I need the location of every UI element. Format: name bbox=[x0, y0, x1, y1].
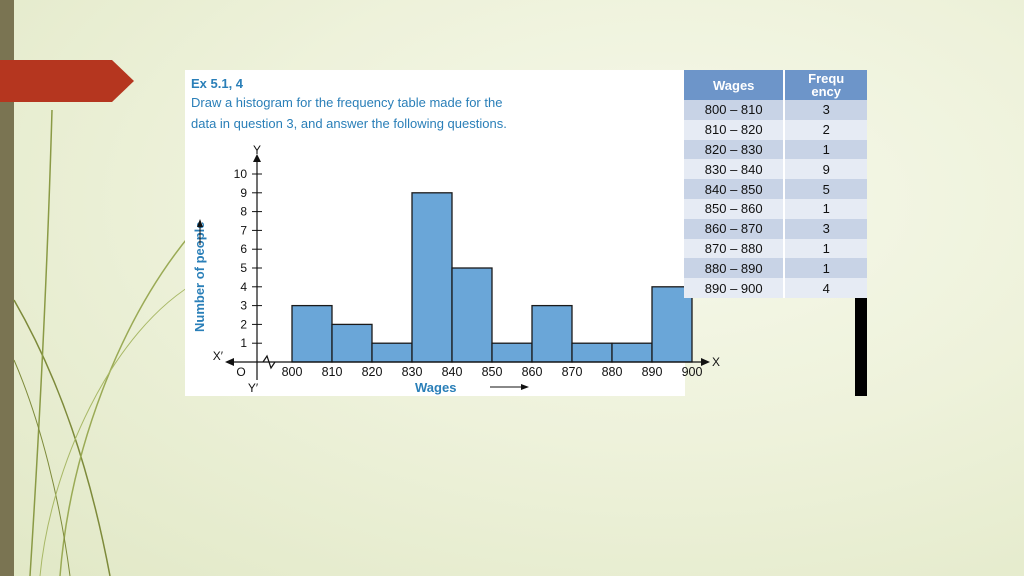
table-row: 830 – 840 9 bbox=[684, 159, 867, 180]
table-body: 800 – 810 3 810 – 820 2 820 – 830 1 830 – 8… bbox=[684, 100, 867, 298]
x-tick-label: 890 bbox=[642, 365, 663, 379]
histogram-bar bbox=[491, 342, 533, 363]
exercise-panel: Ex 5.1, 4 Draw a histogram for the frequ… bbox=[185, 70, 720, 396]
frequency-cell: 1 bbox=[784, 238, 867, 259]
x-axis-arrow bbox=[701, 358, 710, 366]
x-tick-label: 850 bbox=[482, 365, 503, 379]
histogram-bar bbox=[611, 342, 653, 363]
x-tick-label: 900 bbox=[682, 365, 703, 379]
histogram-bar bbox=[651, 286, 693, 363]
table-row: 820 – 830 1 bbox=[684, 139, 867, 160]
y-tick-label: 8 bbox=[240, 205, 247, 219]
wage-cell: 860 – 870 bbox=[684, 218, 786, 239]
x-tick-label: 820 bbox=[362, 365, 383, 379]
exercise-question-line-1: Draw a histogram for the frequency table… bbox=[191, 95, 503, 110]
histogram-chart: 1 2 3 4 5 6 7 8 9 10 800 810 820 830 840 850 860 870 880 89… bbox=[192, 143, 720, 395]
table-header-frequency: Frequ ency bbox=[784, 70, 867, 100]
wage-cell: 890 – 900 bbox=[684, 278, 786, 298]
x-title-arrow-head bbox=[521, 384, 529, 390]
exercise-question-line-2: data in question 3, and answer the follo… bbox=[191, 116, 507, 131]
x-tick-label: 860 bbox=[522, 365, 543, 379]
y-tick-label: 4 bbox=[240, 280, 247, 294]
wage-cell: 880 – 890 bbox=[684, 258, 786, 279]
origin-label: O bbox=[236, 365, 245, 379]
frequency-cell: 4 bbox=[784, 278, 867, 298]
y-tick-label: 6 bbox=[240, 242, 247, 256]
x-tick-label: 810 bbox=[322, 365, 343, 379]
histogram-bar bbox=[451, 267, 493, 363]
decorative-curves bbox=[13, 109, 201, 576]
left-accent-bar bbox=[0, 0, 14, 576]
x-tick-label: 840 bbox=[442, 365, 463, 379]
y-tick-label: 2 bbox=[240, 317, 247, 331]
wage-cell: 810 – 820 bbox=[684, 119, 786, 140]
table-row: 840 – 850 5 bbox=[684, 179, 867, 199]
y-axis-arrow bbox=[253, 154, 261, 162]
y-tick-label: 3 bbox=[240, 299, 247, 313]
y-tick-label: 5 bbox=[240, 261, 247, 275]
x-axis-letter: X bbox=[712, 355, 720, 369]
y-axis-letter: Y bbox=[253, 143, 261, 157]
y-title-arrow-head bbox=[197, 219, 203, 227]
frequency-cell: 9 bbox=[784, 159, 867, 180]
wage-cell: 830 – 840 bbox=[684, 159, 786, 180]
wage-cell: 820 – 830 bbox=[684, 139, 786, 160]
table-row: 850 – 860 1 bbox=[684, 198, 867, 219]
table-row: 870 – 880 1 bbox=[684, 238, 867, 259]
wage-cell: 800 – 810 bbox=[684, 100, 786, 120]
frequency-cell: 1 bbox=[784, 198, 867, 219]
wage-cell: 850 – 860 bbox=[684, 198, 786, 219]
histogram-bar bbox=[371, 342, 413, 363]
x-axis-title: Wages bbox=[415, 380, 456, 395]
y-tick-label: 7 bbox=[240, 223, 247, 237]
frequency-cell: 1 bbox=[784, 139, 867, 160]
table-row: 810 – 820 2 bbox=[684, 119, 867, 140]
frequency-cell: 3 bbox=[784, 218, 867, 239]
frequency-cell: 5 bbox=[784, 179, 867, 199]
wage-cell: 870 – 880 bbox=[684, 238, 786, 259]
x-tick-label: 880 bbox=[602, 365, 623, 379]
black-edge-bar bbox=[855, 298, 867, 396]
histogram-bar bbox=[331, 323, 373, 363]
x-axis-neg-arrow bbox=[225, 358, 234, 366]
y-tick-label: 1 bbox=[240, 336, 247, 350]
frequency-cell: 1 bbox=[784, 258, 867, 279]
red-arrow-shape bbox=[0, 60, 134, 102]
histogram-bar bbox=[291, 304, 333, 363]
table-header-wages: Wages bbox=[684, 70, 786, 100]
histogram-bar bbox=[531, 304, 573, 363]
x-neg-axis-letter: X′ bbox=[213, 349, 224, 363]
table-row: 880 – 890 1 bbox=[684, 258, 867, 279]
y-axis-title: Number of people bbox=[192, 221, 207, 332]
x-tick-label: 870 bbox=[562, 365, 583, 379]
table-row: 860 – 870 3 bbox=[684, 218, 867, 239]
x-tick-label: 800 bbox=[282, 365, 303, 379]
x-tick-label: 830 bbox=[402, 365, 423, 379]
frequency-cell: 2 bbox=[784, 119, 867, 140]
frequency-cell: 3 bbox=[784, 100, 867, 120]
table-row: 800 – 810 3 bbox=[684, 100, 867, 120]
frequency-table: Wages Frequ ency 800 – 810 3 810 – 820 2 8… bbox=[684, 70, 867, 298]
table-row: 890 – 900 4 bbox=[684, 278, 867, 298]
y-neg-axis-letter: Y′ bbox=[248, 381, 259, 395]
histogram-bar bbox=[411, 192, 453, 363]
axis-break-mark bbox=[262, 354, 276, 370]
y-tick-label: 9 bbox=[240, 186, 247, 200]
table-header-row: Wages Frequ ency bbox=[684, 70, 867, 100]
y-tick-label: 10 bbox=[234, 167, 248, 181]
exercise-title: Ex 5.1, 4 bbox=[191, 76, 244, 91]
wage-cell: 840 – 850 bbox=[684, 179, 786, 199]
histogram-bar bbox=[571, 342, 613, 363]
